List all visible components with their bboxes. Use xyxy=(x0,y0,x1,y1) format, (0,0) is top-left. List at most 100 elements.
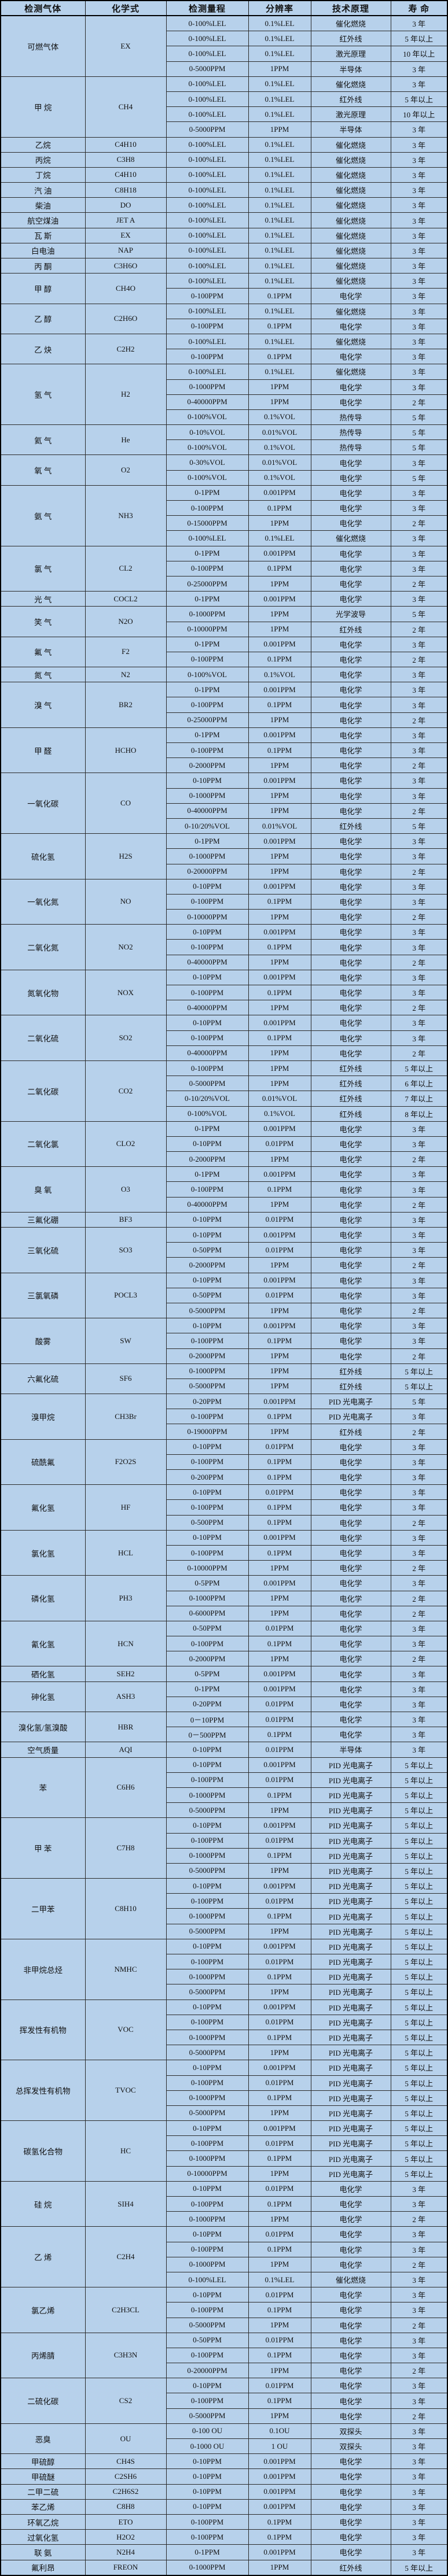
principle-cell: 催化燃烧 xyxy=(310,212,391,228)
table-row: 甲硫醇 CH4S 0-10PPM 0.001PPM 电化学 3 年 xyxy=(0,2453,448,2470)
gas-name-cell: 二甲二硫 xyxy=(0,2483,86,2500)
principle-cell: PID 光电离子 xyxy=(310,1802,391,1819)
lifespan-cell: 3 年 xyxy=(390,379,448,395)
resolution-cell: 0.1PPM xyxy=(248,1847,311,1864)
range-cell: 0-10PPM xyxy=(166,2483,249,2500)
table-row: 甲 苯 C7H8 0-10PPM 0.001PPM PID 光电离子 5 年以上 xyxy=(0,1817,448,1879)
gas-name-cell: 硫化氢 xyxy=(0,833,86,879)
principle-cell: PID 光电离子 xyxy=(310,1394,391,1410)
resolution-cell: 0.001PPM xyxy=(248,969,311,986)
range-cell: 0-100%LEL xyxy=(166,91,249,108)
range-cell: 0-5000PPM xyxy=(166,2408,249,2424)
resolution-cell: 1PPM xyxy=(248,1363,311,1379)
lifespan-cell: 2 年 xyxy=(390,1000,448,1016)
range-cell: 0-1000PPM xyxy=(166,2150,249,2167)
range-cell: 0-100PPM xyxy=(166,2529,249,2545)
formula-cell: HCHO xyxy=(85,727,167,774)
resolution-cell: 0.001PPM xyxy=(248,924,311,940)
principle-cell: 电化学 xyxy=(310,2302,391,2318)
principle-cell: 催化燃烧 xyxy=(310,197,391,213)
resolution-cell: 1PPM xyxy=(248,575,311,592)
range-cell: 0-100%VOL xyxy=(166,409,249,426)
range-cell: 0-1000PPM xyxy=(166,1590,249,1606)
range-cell: 0-1000PPM xyxy=(166,606,249,622)
formula-cell: O3 xyxy=(85,1166,167,1213)
gas-name-cell: 甲硫醇 xyxy=(0,2453,86,2470)
formula-cell: AQI xyxy=(85,1742,167,1758)
formula-cell: CO xyxy=(85,773,167,834)
principle-cell: 电化学 xyxy=(310,2317,391,2333)
lifespan-cell: 3 年 xyxy=(390,667,448,683)
range-cell: 0-100%LEL xyxy=(166,197,249,213)
principle-cell: 电化学 xyxy=(310,1439,391,1455)
formula-cell: C6H6 xyxy=(85,1757,167,1819)
resolution-cell: 0.1%LEL xyxy=(248,136,311,153)
table-row: 苯乙烯 C8H8 0-10PPM 0.001PPM 电化学 3 年 xyxy=(0,2499,448,2515)
table-body: 可燃气体 EX 0-100%LEL 0.1%LEL 催化燃烧 3 年 0-100%LEL 0.… xyxy=(0,15,448,2576)
range-cell: 0-1PPM xyxy=(166,1166,249,1182)
resolution-cell: 1PPM xyxy=(248,515,311,531)
principle-cell: 电化学 xyxy=(310,1560,391,1576)
range-cell: 0-1PPM xyxy=(166,682,249,698)
range-cell: 0-1000PPM xyxy=(166,1969,249,1985)
lifespan-cell: 3 年 xyxy=(390,303,448,319)
principle-cell: 红外线 xyxy=(310,1363,391,1379)
principle-cell: PID 光电离子 xyxy=(310,2105,391,2122)
resolution-cell: 1PPM xyxy=(248,909,311,925)
range-cell: 0-100PPM xyxy=(166,1181,249,1198)
range-cell: 0-50PPM xyxy=(166,1242,249,1258)
range-cell: 0-40000PPM xyxy=(166,1045,249,1061)
resolution-cell: 1PPM xyxy=(248,1560,311,1576)
gas-name-cell: 氟 气 xyxy=(0,636,86,668)
table-row: 苯 C6H6 0-10PPM 0.001PPM PID 光电离子 5 年以上 xyxy=(0,1757,448,1819)
table-row: 0-100PPM 0.1PPM 电化学 3 年 xyxy=(1,984,448,1001)
lifespan-cell: 5 年以上 xyxy=(390,2014,448,2030)
table-row: 0-100PPM 0.1PPM 电化学 3 年 xyxy=(1,2196,448,2212)
lifespan-cell: 5 年以上 xyxy=(390,1757,448,1773)
range-cell: 0-100%LEL xyxy=(166,2271,249,2288)
table-row: 0-1000PPM 1PPM 电化学 3 年 xyxy=(1,848,448,864)
range-cell: 0-100PPM xyxy=(166,1499,249,1516)
resolution-cell: 1PPM xyxy=(248,1060,311,1077)
table-row: 总挥发性有机物 TVOC 0-10PPM 0.001PPM PID 光电离子 5 年以上 xyxy=(0,2060,448,2122)
lifespan-cell: 2 年 xyxy=(390,1045,448,1061)
lifespan-cell: 3 年 xyxy=(390,2347,448,2364)
lifespan-cell: 5 年以上 xyxy=(390,1953,448,1970)
resolution-cell: 0.1PPM xyxy=(248,1908,311,1924)
table-row: 0-100PPM 0.1PPM 电化学 3 年 xyxy=(1,318,448,334)
resolution-cell: 0.1%LEL xyxy=(248,212,311,228)
resolution-cell: 0.1%LEL xyxy=(248,333,311,350)
resolution-cell: 0.001PPM xyxy=(248,1666,311,1682)
resolution-cell: 0.1%VOL xyxy=(248,667,311,683)
resolution-cell: 0.1%LEL xyxy=(248,227,311,243)
resolution-cell: 0.01PPM xyxy=(248,2075,311,2091)
range-cell: 0-100PPM xyxy=(166,2075,249,2091)
principle-cell: PID 光电离子 xyxy=(310,2014,391,2030)
range-cell: 0-2000PPM xyxy=(166,1348,249,1364)
principle-cell: 电化学 xyxy=(310,1257,391,1273)
principle-cell: PID 光电离子 xyxy=(310,2165,391,2182)
table-row: 溴甲烷 CH3Br 0-20PPM 0.001PPM PID 光电离子 5 年 xyxy=(0,1394,448,1440)
formula-cell: EX xyxy=(85,227,167,243)
range-cell: 0-10PPM xyxy=(166,2120,249,2137)
formula-cell: NO xyxy=(85,878,167,925)
resolution-cell: 0.001PPM xyxy=(248,1938,311,1955)
lifespan-cell: 3 年 xyxy=(390,1544,448,1561)
principle-cell: 电化学 xyxy=(310,2483,391,2500)
table-row: 0-100%LEL 0.1%LEL 激光原理 10 年以上 xyxy=(1,106,448,123)
principle-cell: 电化学 xyxy=(310,667,391,683)
formula-cell: C3H6O xyxy=(85,257,167,274)
table-row: 丙烷 C3H8 0-100%LEL 0.1%LEL 催化燃烧 3 年 xyxy=(0,151,448,168)
formula-cell: H2O2 xyxy=(85,2529,167,2545)
gas-name-cell: 乙 炔 xyxy=(0,333,86,365)
table-row: 0-100PPM 0.1PPM 电化学 3 年 xyxy=(1,1636,448,1652)
range-cell: 0-100%LEL xyxy=(166,242,249,259)
lifespan-cell: 3 年 xyxy=(390,2453,448,2470)
gas-name-cell: 乙 烯 xyxy=(0,2226,86,2288)
principle-cell: 催化燃烧 xyxy=(310,136,391,153)
resolution-cell: 1PPM xyxy=(248,1923,311,1939)
table-row: 氧 气 O2 0-30%VOL 0.01%VOL 电化学 3 年 xyxy=(0,454,448,486)
principle-cell: 电化学 xyxy=(310,1151,391,1167)
resolution-cell: 0.001PPM xyxy=(248,2483,311,2500)
resolution-cell: 1PPM xyxy=(248,1424,311,1440)
